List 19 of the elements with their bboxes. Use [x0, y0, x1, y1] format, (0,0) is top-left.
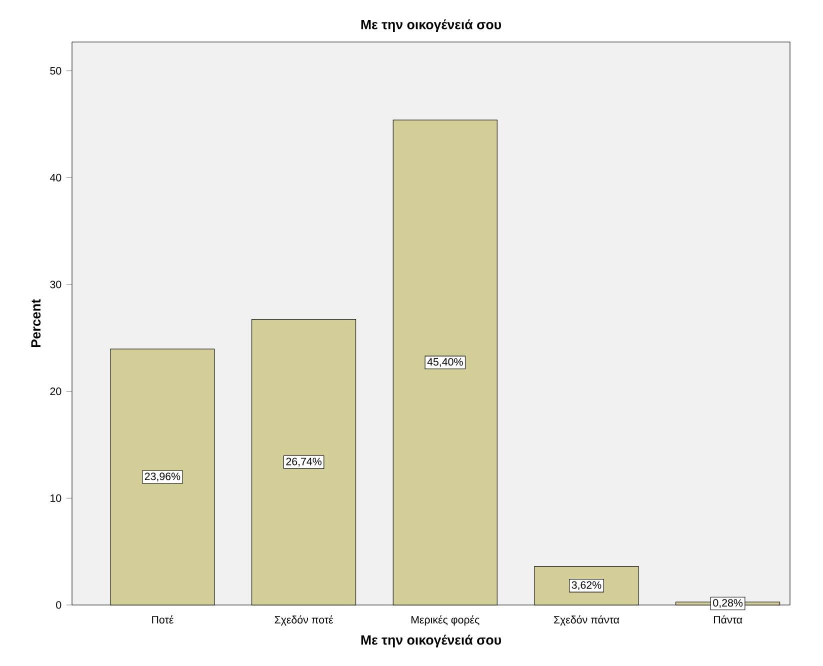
data-label: 0,28% — [713, 599, 743, 608]
data-label: 23,96% — [144, 472, 180, 482]
x-tick-label: Σχεδόν ποτέ — [274, 615, 334, 626]
y-tick-label: 50 — [50, 67, 62, 75]
y-tick-label: 0 — [56, 601, 62, 609]
y-axis-title: Percent — [31, 299, 41, 348]
data-label: 26,74% — [286, 458, 322, 467]
y-tick-label: 40 — [50, 174, 62, 182]
data-label: 3,62% — [572, 581, 602, 590]
chart-title: Με την οικογένειά σου — [361, 19, 502, 32]
x-tick-label: Σχεδόν πάντα — [554, 615, 620, 626]
y-tick-label: 20 — [50, 388, 62, 396]
data-label: 45,40% — [427, 358, 463, 367]
x-tick-label: Ποτέ — [152, 615, 174, 624]
y-tick-label: 30 — [50, 280, 62, 288]
x-tick-label: Πάντα — [714, 615, 742, 624]
y-tick-label: 10 — [50, 494, 62, 502]
x-tick-label: Μερικές φορές — [411, 615, 480, 626]
x-axis-title: Με την οικογένειά σου — [361, 634, 502, 648]
